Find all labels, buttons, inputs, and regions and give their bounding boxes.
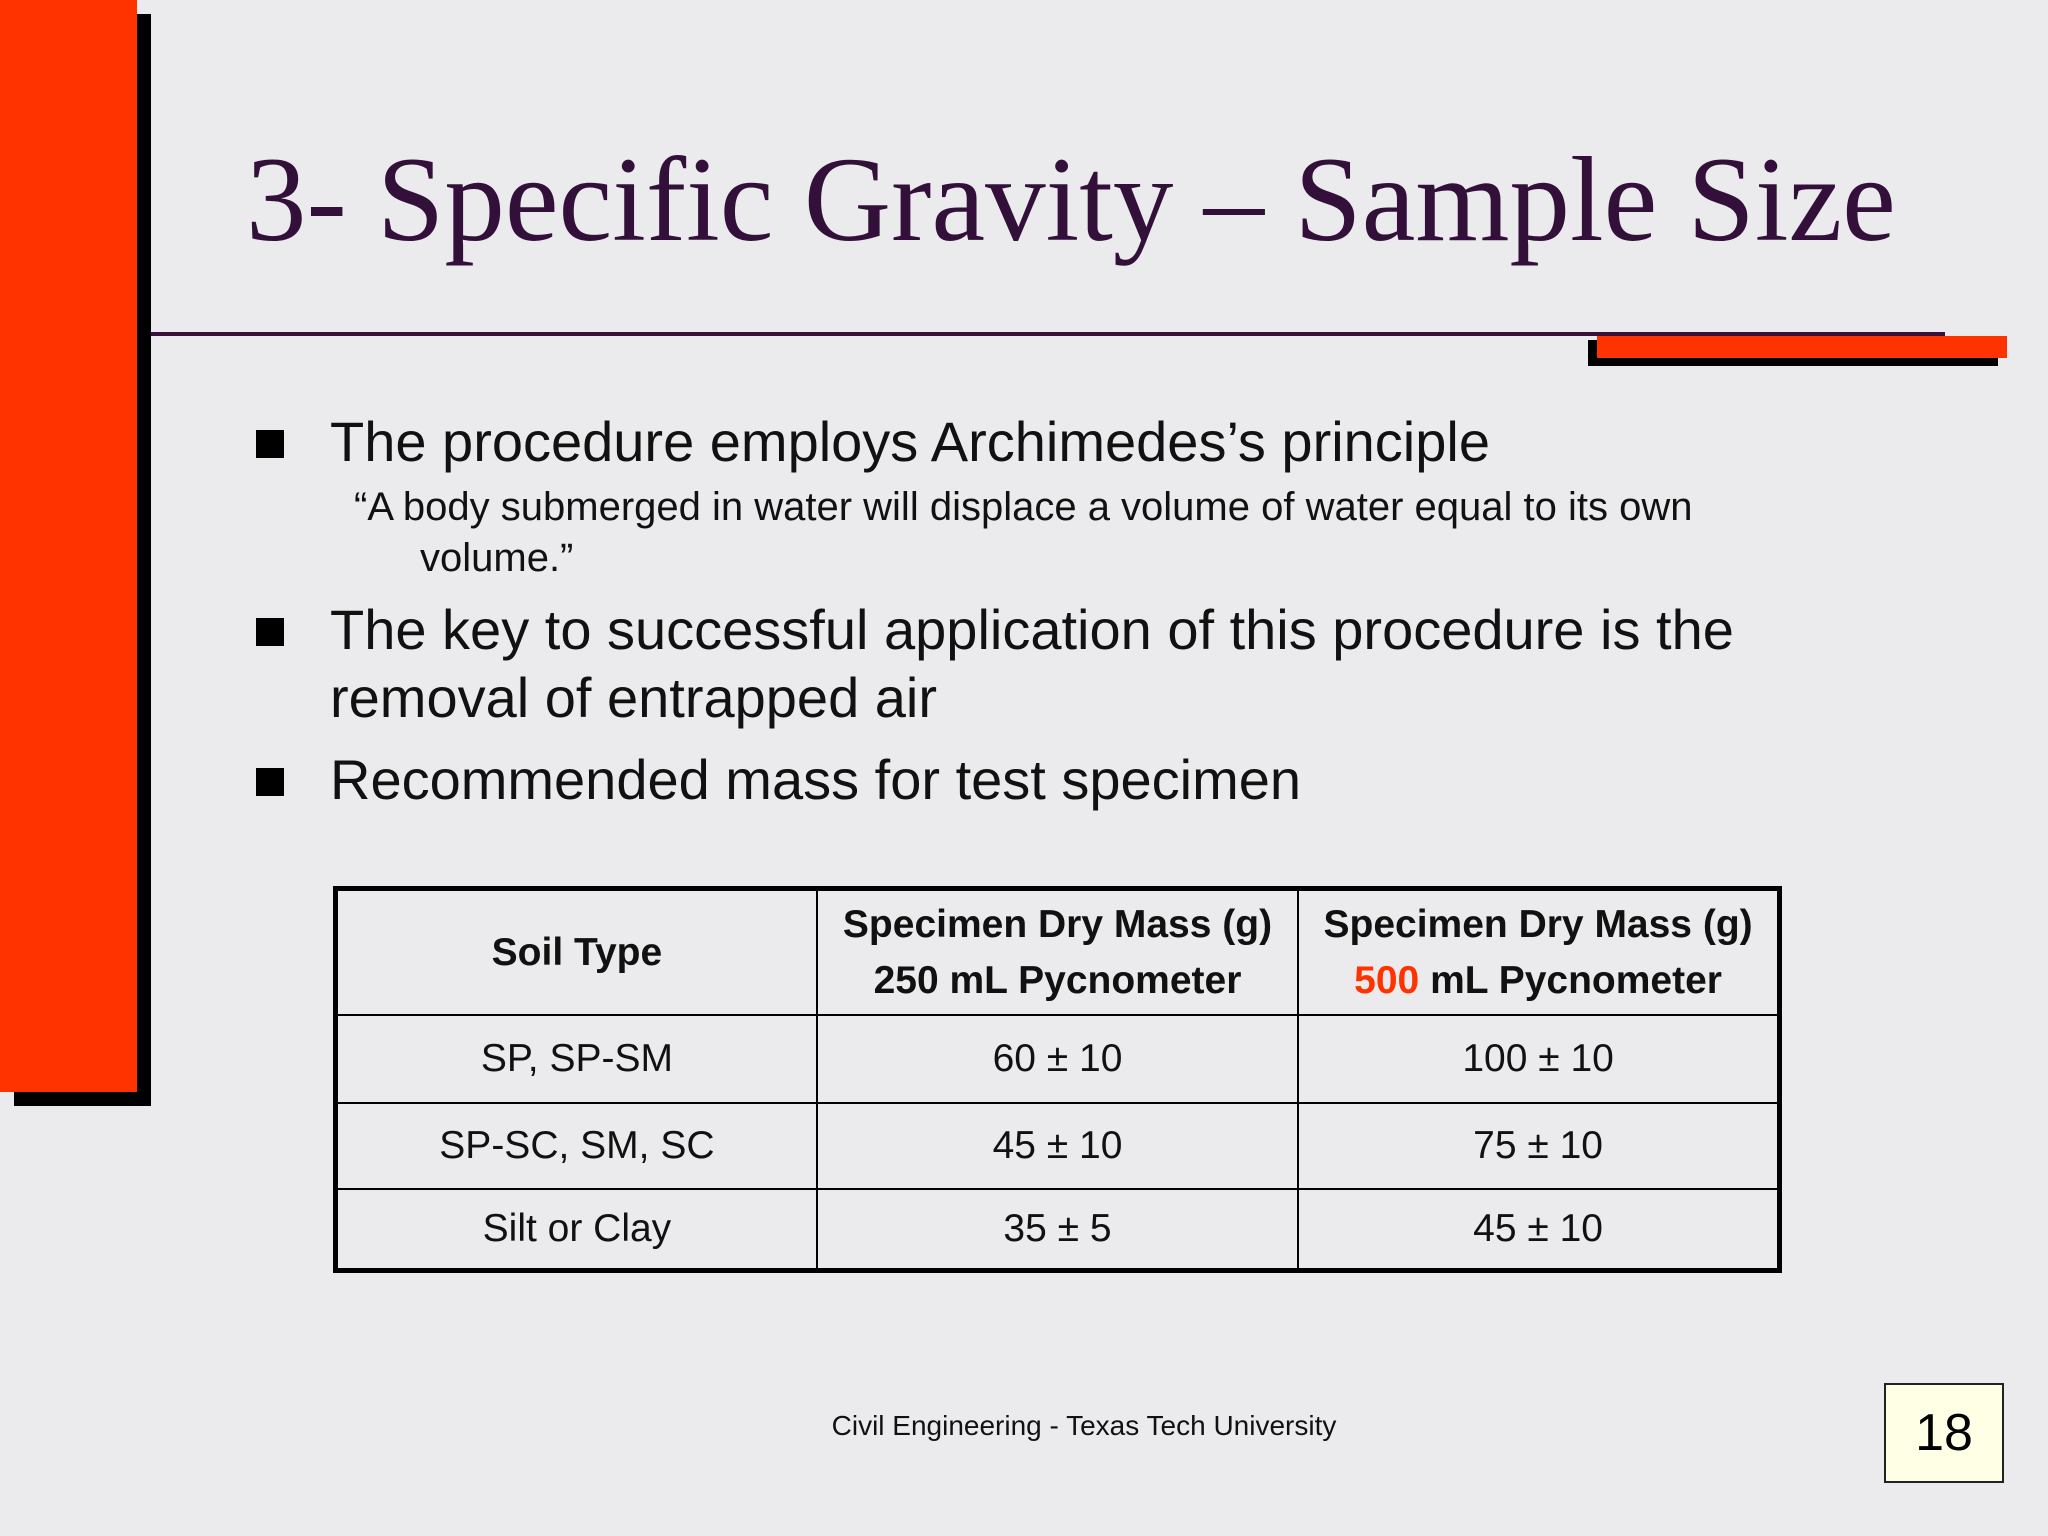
bullet-item: The procedure employs Archimedes’s princ…	[256, 408, 1856, 476]
header-250ml-line2: 250 mL Pycnometer	[873, 958, 1242, 1002]
bullet-item: Recommended mass for test specimen	[256, 746, 1856, 814]
table-cell: 45 ± 10	[1297, 1188, 1781, 1272]
header-250ml: Specimen Dry Mass (g) 250 mL Pycnometer	[815, 887, 1300, 1016]
table-header-row: Soil Type Specimen Dry Mass (g) 250 mL P…	[334, 887, 1781, 1016]
table-row: Silt or Clay 35 ± 5 45 ± 10	[334, 1188, 1781, 1272]
sub-quote-item: “A body submerged in water will displace…	[256, 482, 1856, 584]
table-cell: 100 ± 10	[1297, 1014, 1781, 1104]
table-cell: SP-SC, SM, SC	[334, 1102, 818, 1190]
bullet-text: The procedure employs Archimedes’s princ…	[330, 410, 1490, 473]
bullet-text: Recommended mass for test specimen	[330, 748, 1302, 811]
title-divider	[151, 332, 1945, 336]
header-500-highlight: 500	[1354, 958, 1420, 1002]
title-accent-bar	[1597, 336, 2007, 358]
bullet-list: The procedure employs Archimedes’s princ…	[256, 408, 1856, 814]
left-accent-bar	[0, 0, 137, 1092]
archimedes-quote: “A body submerged in water will displace…	[354, 485, 1693, 580]
table-row: SP-SC, SM, SC 45 ± 10 75 ± 10	[334, 1102, 1781, 1190]
square-bullet-icon	[256, 430, 284, 458]
square-bullet-icon	[256, 618, 284, 646]
slide-footer: Civil Engineering - Texas Tech Universit…	[831, 1410, 1337, 1441]
table-cell: Silt or Clay	[334, 1188, 818, 1272]
header-500ml-line2: 500 mL Pycnometer	[1299, 953, 1777, 1009]
header-250ml-line1: Specimen Dry Mass (g)	[842, 902, 1273, 946]
square-bullet-icon	[256, 768, 284, 796]
header-500ml-rest: mL Pycnometer	[1419, 958, 1722, 1002]
slide-title: 3- Specific Gravity – Sample Size	[246, 133, 1896, 267]
specimen-mass-table: Soil Type Specimen Dry Mass (g) 250 mL P…	[333, 886, 1782, 1273]
table-cell: 60 ± 10	[815, 1014, 1300, 1104]
bullet-item: The key to successful application of thi…	[256, 596, 1856, 732]
header-500ml-line1: Specimen Dry Mass (g)	[1323, 902, 1753, 946]
table-cell: 45 ± 10	[815, 1102, 1300, 1190]
table-row: SP, SP-SM 60 ± 10 100 ± 10	[334, 1014, 1781, 1104]
bullet-text: The key to successful application of thi…	[330, 598, 1734, 729]
table-cell: 35 ± 5	[815, 1188, 1300, 1272]
table-cell: SP, SP-SM	[334, 1014, 818, 1104]
table-cell: 75 ± 10	[1297, 1102, 1781, 1190]
page-number: 18	[1884, 1383, 2004, 1483]
header-soil-type: Soil Type	[334, 887, 818, 1016]
header-500ml: Specimen Dry Mass (g) 500 mL Pycnometer	[1297, 887, 1781, 1016]
